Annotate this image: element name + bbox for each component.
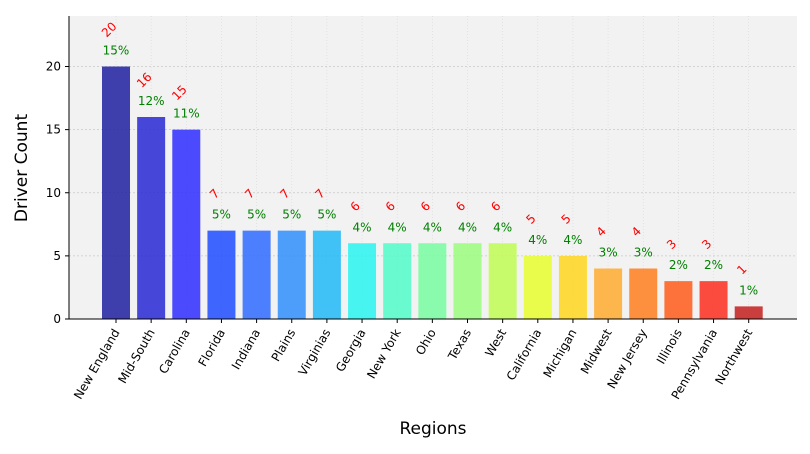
bar [383, 243, 412, 319]
bar [137, 117, 166, 319]
percent-label: 3% [634, 246, 653, 260]
x-tick-label: Virginias [296, 327, 334, 379]
x-tick-label: Indiana [229, 327, 263, 372]
percent-label: 1% [739, 283, 758, 297]
y-tick-label: 10 [46, 186, 61, 200]
percent-label: 5% [282, 208, 301, 222]
y-tick-label: 15 [46, 123, 61, 137]
percent-label: 5% [317, 208, 336, 222]
bar [172, 129, 201, 319]
x-tick-label: Michigan [541, 327, 580, 381]
y-axis-label: Driver Count [12, 114, 32, 223]
x-tick-label: New England [71, 327, 122, 402]
bar [207, 230, 236, 319]
percent-label: 4% [388, 220, 407, 234]
percent-label: 4% [353, 220, 372, 234]
percent-label: 4% [423, 220, 442, 234]
bar [488, 243, 517, 319]
x-tick-label: Carolina [156, 327, 193, 377]
y-ticks: 0 5 10 15 20 [46, 60, 69, 326]
bar [629, 268, 658, 319]
x-tick-label: West [482, 326, 509, 359]
bar [734, 306, 763, 319]
x-tick-label: California [504, 327, 545, 383]
percent-label: 4% [458, 220, 477, 234]
x-tick-label: New York [364, 326, 404, 381]
bar [594, 268, 623, 319]
percent-label: 4% [528, 233, 547, 247]
x-tick-label: Mid-South [115, 327, 157, 386]
percent-label: 15% [103, 44, 130, 58]
x-axis-label: Regions [399, 419, 466, 439]
x-tick-label: Illinois [654, 327, 685, 367]
bar [348, 243, 377, 319]
percent-label: 4% [563, 233, 582, 247]
x-tick-label: Plains [269, 327, 299, 364]
bar [453, 243, 482, 319]
bar [242, 230, 271, 319]
x-tick-label: Texas [445, 327, 474, 364]
x-tick-label: Ohio [413, 327, 439, 358]
bar [523, 255, 552, 319]
percent-labels: 15% 12% 11% 5% 5% 5% 5% 4% 4% 4% 4% 4% 4% 4% 3% 3% 2% 2% 1… [103, 44, 759, 298]
percent-label: 5% [212, 208, 231, 222]
bars [102, 66, 763, 319]
y-tick-label: 0 [53, 312, 61, 326]
percent-label: 4% [493, 220, 512, 234]
percent-label: 2% [704, 258, 723, 272]
x-tick-label: Florida [196, 327, 229, 369]
percent-label: 5% [247, 208, 266, 222]
x-tick-label: Midwest [578, 326, 615, 376]
percent-label: 11% [173, 107, 200, 121]
bar [102, 66, 130, 319]
percent-label: 3% [599, 246, 618, 260]
bar [418, 243, 447, 319]
bar [277, 230, 306, 319]
x-tick-label: Georgia [333, 327, 369, 375]
percent-label: 12% [138, 94, 165, 108]
bar [664, 281, 693, 319]
y-tick-label: 5 [53, 249, 61, 263]
bar [312, 230, 341, 319]
y-tick-label: 20 [46, 60, 61, 74]
percent-label: 2% [669, 258, 688, 272]
bar [699, 281, 728, 319]
bar [558, 255, 587, 319]
